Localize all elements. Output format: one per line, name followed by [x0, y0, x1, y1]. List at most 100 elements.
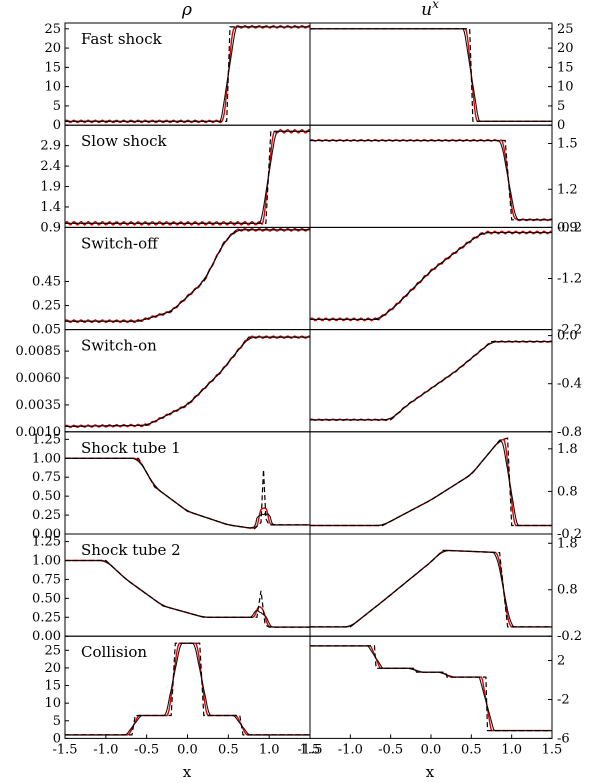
right-column-title-superscript: x [432, 0, 439, 11]
panel-label-4: Shock tube 1 [81, 439, 181, 457]
left-ytick-label-1-1: 1.9 [40, 180, 61, 195]
left-xtick-label-6: 1.5 [300, 742, 321, 757]
right-panel-frame-5 [309, 533, 553, 637]
left-red-curve-2 [65, 227, 310, 324]
left-panel-plot-0 [65, 24, 310, 124]
left-ytick-label-2-1: 0.25 [32, 299, 61, 314]
right-reference-curve-3 [310, 341, 552, 421]
right-ytick-label-0-2: 10 [557, 80, 574, 95]
left-red-curve-5 [65, 559, 310, 628]
right-ytick-label-0-0: 0 [557, 118, 565, 133]
right-reference-curve-4 [310, 437, 552, 527]
left-ytick-label-4-5: 1.25 [32, 432, 61, 447]
right-ytick-label-2-0: -1.2 [557, 272, 582, 287]
right-ytick-label-1-0: 1.2 [557, 182, 578, 197]
right-ytick-label-4-0: -0.2 [557, 527, 582, 542]
left-xtick-label-0: -1.5 [52, 742, 77, 757]
right-ytick-label-5-2: 1.8 [557, 536, 578, 551]
panel-label-3: Switch-on [81, 337, 157, 355]
right-panel-plot-3 [310, 340, 552, 422]
left-black-curve-5 [65, 559, 310, 628]
right-ytick-label-0-4: 20 [557, 41, 574, 56]
left-ytick-label-6-5: 25 [44, 643, 61, 658]
left-ytick-label-0-5: 25 [44, 22, 61, 37]
left-panel-plot-4 [65, 457, 310, 530]
left-reference-curve-3 [65, 336, 310, 427]
left-ytick-label-5-3: 0.75 [32, 572, 61, 587]
panel-row-1: 1.4 1.9 2.4 2.9 Slow shock 1.2 1.5 0.9 [40, 124, 578, 235]
right-xtick-label-0: -1.5 [297, 742, 322, 757]
left-panel-plot-1 [65, 128, 310, 226]
left-reference-curve-5 [65, 559, 310, 628]
left-ytick-label-1-0: 1.4 [40, 200, 61, 215]
right-black-curve-2 [310, 231, 552, 320]
right-xtick-label-6: 1.5 [542, 742, 563, 757]
right-red-curve-0 [310, 28, 552, 122]
left-ytick-label-5-5: 1.25 [32, 535, 61, 550]
right-panel-frame-2 [309, 226, 553, 331]
right-panel-plot-2 [310, 230, 552, 322]
right-panel-frame-6 [309, 635, 553, 739]
right-ytick-label-3-1: -0.4 [557, 377, 582, 392]
left-ytick-label-5-4: 1.00 [32, 553, 61, 568]
left-ytick-label-0-2: 10 [44, 80, 61, 95]
left-ytick-label-5-2: 0.50 [32, 591, 61, 606]
left-ytick-label-4-3: 0.75 [32, 470, 61, 485]
right-ytick-label-2-1: -0.2 [557, 220, 582, 235]
right-red-curve-2 [310, 230, 552, 322]
right-ytick-label-5-1: 0.8 [557, 583, 578, 598]
left-ytick-label-0-0: 0 [53, 118, 61, 133]
left-panel-plot-3 [65, 335, 310, 429]
right-ytick-label-6-0: -6 [557, 731, 570, 746]
right-red-curve-4 [310, 438, 552, 527]
right-ytick-label-4-1: 0.8 [557, 484, 578, 499]
right-black-curve-1 [310, 139, 552, 221]
left-reference-curve-6 [65, 642, 310, 736]
panel-row-0: 0 5 10 15 20 25 Fast shock 0 5 10 15 20 25 [44, 22, 573, 133]
panel-label-2: Switch-off [81, 234, 159, 252]
left-ytick-label-6-0: 0 [53, 731, 61, 746]
right-ytick-label-0-3: 15 [557, 60, 574, 75]
left-xtick-label-1: -1.0 [93, 742, 118, 757]
right-column-title: ux [421, 0, 439, 20]
panel-row-3: 0.0010 0.0035 0.0060 0.0085 Switch-on -0.8 -0.… [16, 329, 583, 440]
right-ytick-label-0-5: 25 [557, 22, 574, 37]
left-ytick-label-5-1: 0.25 [32, 610, 61, 625]
left-ytick-label-4-2: 0.50 [32, 489, 61, 504]
right-red-curve-6 [310, 645, 552, 732]
right-red-curve-3 [310, 340, 552, 422]
left-column-title: ρ [181, 0, 192, 20]
left-red-curve-4 [65, 457, 310, 529]
left-xtick-label-5: 1.0 [259, 742, 280, 757]
panel-row-4: 0.00 0.25 0.50 0.75 1.00 1.25 Shock tube 1 -0.2… [32, 431, 582, 542]
left-panel-plot-5 [65, 559, 310, 628]
left-xtick-label-2: -0.5 [134, 742, 159, 757]
left-ytick-label-4-4: 1.00 [32, 451, 61, 466]
left-reference-curve-0 [65, 26, 310, 122]
right-ytick-label-6-2: 2 [557, 654, 565, 669]
panel-label-6: Collision [81, 643, 147, 661]
panel-row-2: 0.05 0.25 0.45 0.9 Switch-off -1.2 -0.2 -2.2 [32, 220, 582, 337]
left-ytick-label-3-0: 0.0010 [16, 425, 62, 440]
left-ytick-label-0-1: 5 [53, 99, 61, 114]
right-xtick-label-4: 0.5 [461, 742, 482, 757]
left-ytick-label-6-4: 20 [44, 661, 61, 676]
right-panel-plot-6 [310, 645, 552, 732]
left-ytick-label-1-2: 2.4 [40, 159, 61, 174]
right-xtick-label-5: 1.0 [501, 742, 522, 757]
panel-row-5: 0.00 0.25 0.50 0.75 1.00 1.25 Shock tube 2 -0.2… [32, 533, 582, 644]
panel-label-0: Fast shock [81, 30, 163, 48]
left-ytick-label-6-1: 5 [53, 714, 61, 729]
left-reference-curve-4 [65, 457, 310, 530]
right-x-axis-title: x [426, 763, 435, 781]
right-ytick-label-6-1: -2 [557, 692, 570, 707]
left-ytick-label-3-1: 0.0035 [16, 398, 62, 413]
left-x-axis-title: x [183, 763, 192, 781]
right-panel-frame-0 [309, 22, 553, 126]
left-ytick-label-6-3: 15 [44, 679, 61, 694]
right-black-curve-6 [310, 645, 552, 732]
left-ytick-label-3-2: 0.0060 [16, 371, 62, 386]
right-panel-plot-1 [310, 138, 552, 222]
left-xtick-label-4: 0.5 [218, 742, 239, 757]
